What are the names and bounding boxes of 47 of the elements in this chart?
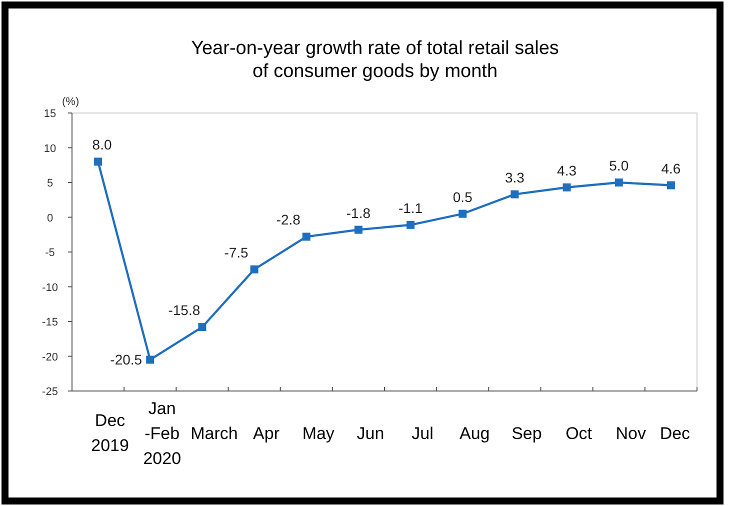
y-tick-label: -5 bbox=[45, 247, 55, 259]
data-label: 0.5 bbox=[452, 188, 473, 205]
point bbox=[614, 178, 623, 186]
data-label: 8.0 bbox=[92, 136, 112, 153]
data-label: -1.1 bbox=[398, 200, 423, 216]
point bbox=[354, 226, 362, 234]
x-tick-label: Sep bbox=[512, 424, 542, 443]
x-tick-label: Jan -Feb 2020 bbox=[143, 399, 182, 468]
x-tick-label: Apr bbox=[253, 424, 280, 443]
x-tick-label: Jun bbox=[356, 424, 384, 443]
point bbox=[562, 183, 571, 192]
data-label: 4.6 bbox=[661, 160, 681, 176]
data-label: -7.5 bbox=[224, 244, 249, 260]
x-tick-label: Oct bbox=[566, 424, 592, 443]
data-label: -20.5 bbox=[110, 352, 142, 368]
y-tick-label: 5 bbox=[46, 178, 54, 190]
point bbox=[94, 158, 102, 166]
point bbox=[510, 190, 519, 198]
x-tick-label: Dec 2019 bbox=[91, 411, 129, 455]
x-tick-label: March bbox=[190, 424, 238, 443]
y-tick-label: 15 bbox=[44, 108, 56, 120]
y-tick-label: -15 bbox=[42, 316, 58, 328]
y-tick-label: -25 bbox=[42, 386, 58, 398]
x-tick-label: Nov bbox=[616, 424, 646, 443]
data-label: 4.3 bbox=[557, 162, 577, 178]
data-label: 3.3 bbox=[504, 169, 525, 186]
y-tick-label: 10 bbox=[44, 142, 56, 155]
point bbox=[302, 232, 310, 241]
x-tick-label: Jul bbox=[412, 424, 434, 443]
chart-title: Year-on-year growth rate of total retail sales of consumer goods by month bbox=[191, 38, 559, 82]
x-tick-label: Aug bbox=[460, 424, 490, 443]
x-tick-label: Dec bbox=[660, 424, 691, 443]
point bbox=[146, 356, 154, 364]
point bbox=[458, 210, 467, 218]
point bbox=[198, 323, 206, 332]
y-tick-label: -20 bbox=[42, 351, 58, 364]
y-tick-label: 0 bbox=[46, 212, 54, 224]
point bbox=[406, 220, 415, 229]
data-label: -15.8 bbox=[168, 302, 200, 318]
data-label: -2.8 bbox=[276, 212, 301, 228]
data-label: 5.0 bbox=[609, 158, 629, 174]
point bbox=[666, 181, 675, 190]
point bbox=[250, 265, 258, 274]
y-axis-title: (%) bbox=[62, 96, 80, 108]
y-tick-label: -10 bbox=[42, 282, 58, 294]
data-label: -1.8 bbox=[346, 204, 371, 221]
x-tick-label: May bbox=[302, 424, 335, 443]
